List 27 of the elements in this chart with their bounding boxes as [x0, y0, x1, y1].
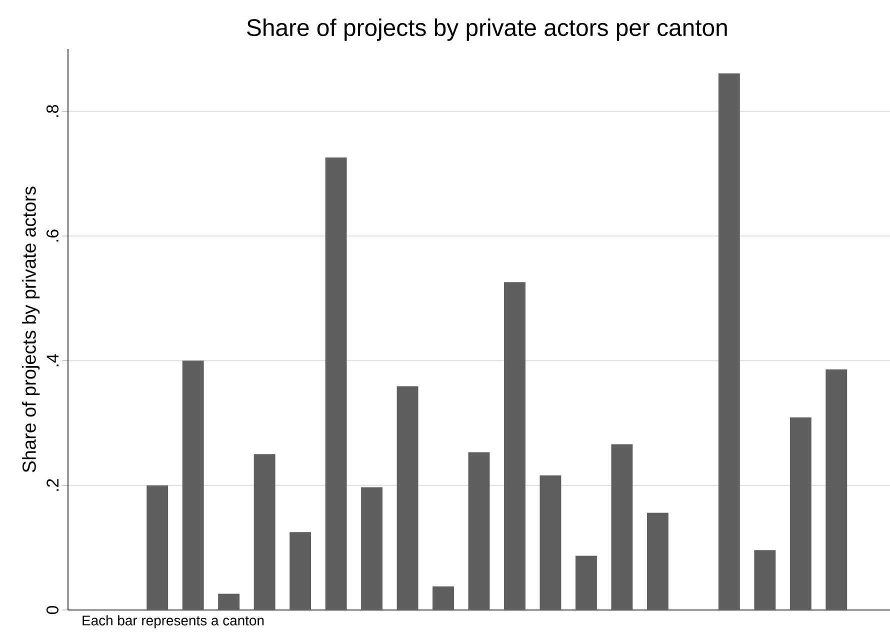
bar: [432, 586, 454, 610]
chart-title: Share of projects by private actors per canton: [247, 18, 727, 41]
y-tick-label: .8: [46, 105, 58, 117]
bar: [646, 512, 668, 610]
y-tick-label: 0: [46, 606, 58, 614]
bar: [182, 360, 204, 610]
bar: [576, 556, 597, 610]
y-tick-label: .6: [46, 230, 58, 242]
y-tick-label: .2: [46, 479, 58, 491]
bar: [361, 487, 383, 610]
bar: [146, 485, 168, 610]
bar: [611, 444, 633, 610]
y-axis-title: Share of projects by private actors: [22, 186, 40, 472]
bar: [540, 475, 562, 610]
bar: [826, 369, 848, 610]
bar: [325, 157, 347, 610]
bar: [290, 532, 312, 610]
bar: [254, 454, 276, 610]
bar: [718, 73, 740, 610]
text: Each bar represents a canton: [82, 615, 264, 628]
bar: [218, 594, 240, 610]
y-tick-label: .4: [46, 354, 58, 366]
bar: [754, 550, 776, 610]
bar: [396, 386, 418, 610]
bar: [504, 282, 526, 610]
bar: [468, 452, 490, 610]
bar: [790, 417, 812, 610]
